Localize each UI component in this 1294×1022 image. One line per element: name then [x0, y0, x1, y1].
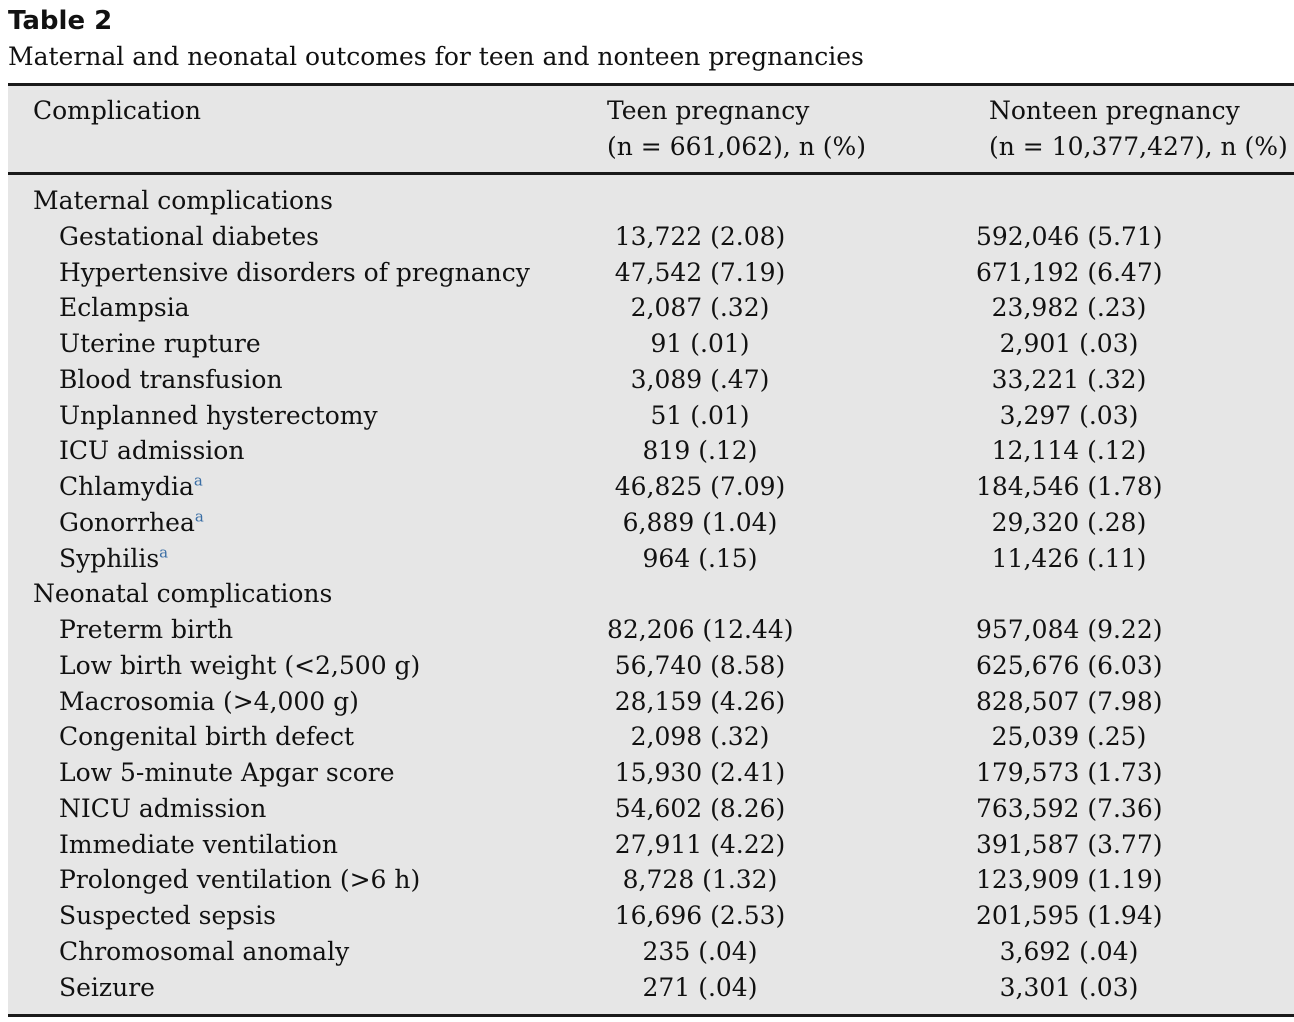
row-label: Gonorrheaa [59, 506, 204, 540]
header-divider [8, 172, 1294, 175]
teen-value: 91 (.01) [650, 329, 750, 358]
header-complication: Complication [33, 96, 201, 125]
table-background [8, 83, 1294, 1017]
nonteen-value: 25,039 (.25) [991, 722, 1147, 752]
teen-value: 6,889 (1.04) [622, 507, 778, 537]
row-label: Uterine rupture [59, 327, 261, 361]
row-label: Prolonged ventilation (>6 h) [59, 863, 420, 897]
row-label-text: Immediate ventilation [59, 829, 338, 859]
footnote-marker[interactable]: a [159, 543, 169, 562]
row-label: Low birth weight (<2,500 g) [59, 649, 420, 683]
teen-value: 964 (.15) [642, 543, 758, 573]
row-label: Chromosomal anomaly [59, 935, 349, 969]
row-label: Preterm birth [59, 613, 233, 647]
nonteen-value: 179,573 (1.73) [976, 758, 1163, 787]
nonteen-value: 2,901 (.03) [999, 329, 1139, 358]
row-label: Chlamydiaa [59, 470, 203, 504]
row-label: Seizure [59, 971, 155, 1005]
teen-value: 271 (.04) [642, 972, 758, 1002]
row-label-text: Seizure [59, 972, 155, 1002]
nonteen-value: 763,592 (7.36) [976, 793, 1163, 823]
row-label-text: Syphilis [59, 543, 160, 573]
row-label-text: Congenital birth defect [59, 722, 355, 752]
nonteen-value: 671,192 (6.47) [976, 257, 1163, 287]
row-label-text: Gestational diabetes [59, 221, 319, 251]
row-label-text: ICU admission [59, 436, 245, 466]
nonteen-value: 828,507 (7.98) [976, 686, 1163, 716]
row-label: Syphilisa [59, 542, 168, 576]
nonteen-value: 11,426 (.11) [991, 543, 1147, 573]
row-label-text: Uterine rupture [59, 329, 261, 358]
teen-value: 8,728 (1.32) [622, 865, 778, 895]
table-title: Maternal and neonatal outcomes for teen … [8, 42, 864, 71]
nonteen-value: 3,297 (.03) [999, 400, 1139, 430]
teen-value: 47,542 (7.19) [614, 257, 786, 287]
row-label-text: Chlamydia [59, 472, 194, 501]
footnote-marker[interactable]: a [194, 507, 204, 526]
nonteen-value: 3,692 (.04) [999, 936, 1139, 966]
teen-value: 16,696 (2.53) [614, 901, 786, 930]
nonteen-value: 625,676 (6.03) [976, 650, 1163, 680]
section-title: Neonatal complications [33, 579, 333, 609]
row-label-text: Unplanned hysterectomy [59, 400, 378, 430]
nonteen-value: 391,587 (3.77) [976, 829, 1163, 859]
row-label-text: Gonorrhea [59, 507, 195, 537]
header-nonteen-line2: (n = 10,377,427), n (%) [989, 132, 1288, 161]
teen-value: 13,722 (2.08) [614, 221, 786, 251]
header-nonteen-line1: Nonteen pregnancy [989, 96, 1240, 125]
teen-value: 15,930 (2.41) [614, 758, 786, 787]
row-label-text: Preterm birth [59, 615, 234, 644]
row-label: Low 5-minute Apgar score [59, 756, 395, 790]
row-label-text: Prolonged ventilation (>6 h) [59, 865, 421, 895]
teen-value: 46,825 (7.09) [614, 472, 786, 501]
row-label-text: Low birth weight (<2,500 g) [59, 650, 421, 680]
footnote-marker[interactable]: a [193, 471, 203, 490]
header-teen-line2: (n = 661,062), n (%) [607, 132, 867, 161]
teen-value: 2,098 (.32) [630, 722, 770, 752]
row-label: NICU admission [59, 792, 266, 826]
teen-value: 51 (.01) [650, 400, 750, 430]
nonteen-value: 23,982 (.23) [991, 293, 1147, 323]
teen-value: 56,740 (8.58) [614, 650, 786, 680]
row-label: ICU admission [59, 434, 244, 468]
nonteen-value: 957,084 (9.22) [976, 615, 1163, 644]
table-label: Table 2 [8, 6, 113, 36]
teen-value: 82,206 (12.44) [607, 615, 794, 644]
nonteen-value: 33,221 (.32) [991, 364, 1147, 394]
row-label-text: NICU admission [59, 793, 267, 823]
teen-value: 819 (.12) [642, 436, 758, 466]
row-label-text: Chromosomal anomaly [59, 936, 350, 966]
row-label: Unplanned hysterectomy [59, 399, 378, 433]
teen-value: 3,089 (.47) [630, 364, 770, 394]
row-label-text: Low 5-minute Apgar score [59, 758, 395, 787]
teen-value: 27,911 (4.22) [614, 829, 786, 859]
teen-value: 2,087 (.32) [630, 293, 770, 323]
nonteen-value: 201,595 (1.94) [976, 901, 1163, 930]
section-title: Maternal complications [33, 186, 333, 215]
teen-value: 54,602 (8.26) [614, 793, 786, 823]
row-label: Immediate ventilation [59, 828, 338, 862]
teen-value: 235 (.04) [642, 936, 758, 966]
row-label: Eclampsia [59, 291, 190, 325]
row-label-text: Hypertensive disorders of pregnancy [59, 257, 530, 287]
row-label-text: Macrosomia (>4,000 g) [59, 686, 359, 716]
nonteen-value: 123,909 (1.19) [976, 865, 1163, 895]
row-label-text: Blood transfusion [59, 364, 283, 394]
header-teen-line1: Teen pregnancy [607, 96, 810, 125]
nonteen-value: 592,046 (5.71) [976, 221, 1163, 251]
nonteen-value: 184,546 (1.78) [976, 472, 1163, 501]
row-label: Blood transfusion [59, 363, 283, 397]
teen-value: 28,159 (4.26) [614, 686, 786, 716]
row-label: Congenital birth defect [59, 720, 354, 754]
row-label-text: Suspected sepsis [59, 901, 276, 930]
row-label: Macrosomia (>4,000 g) [59, 685, 359, 719]
nonteen-value: 12,114 (.12) [991, 436, 1147, 466]
nonteen-value: 3,301 (.03) [999, 972, 1139, 1002]
row-label: Hypertensive disorders of pregnancy [59, 256, 530, 290]
row-label: Suspected sepsis [59, 899, 276, 933]
row-label-text: Eclampsia [59, 293, 190, 323]
nonteen-value: 29,320 (.28) [991, 507, 1147, 537]
row-label: Gestational diabetes [59, 220, 319, 254]
